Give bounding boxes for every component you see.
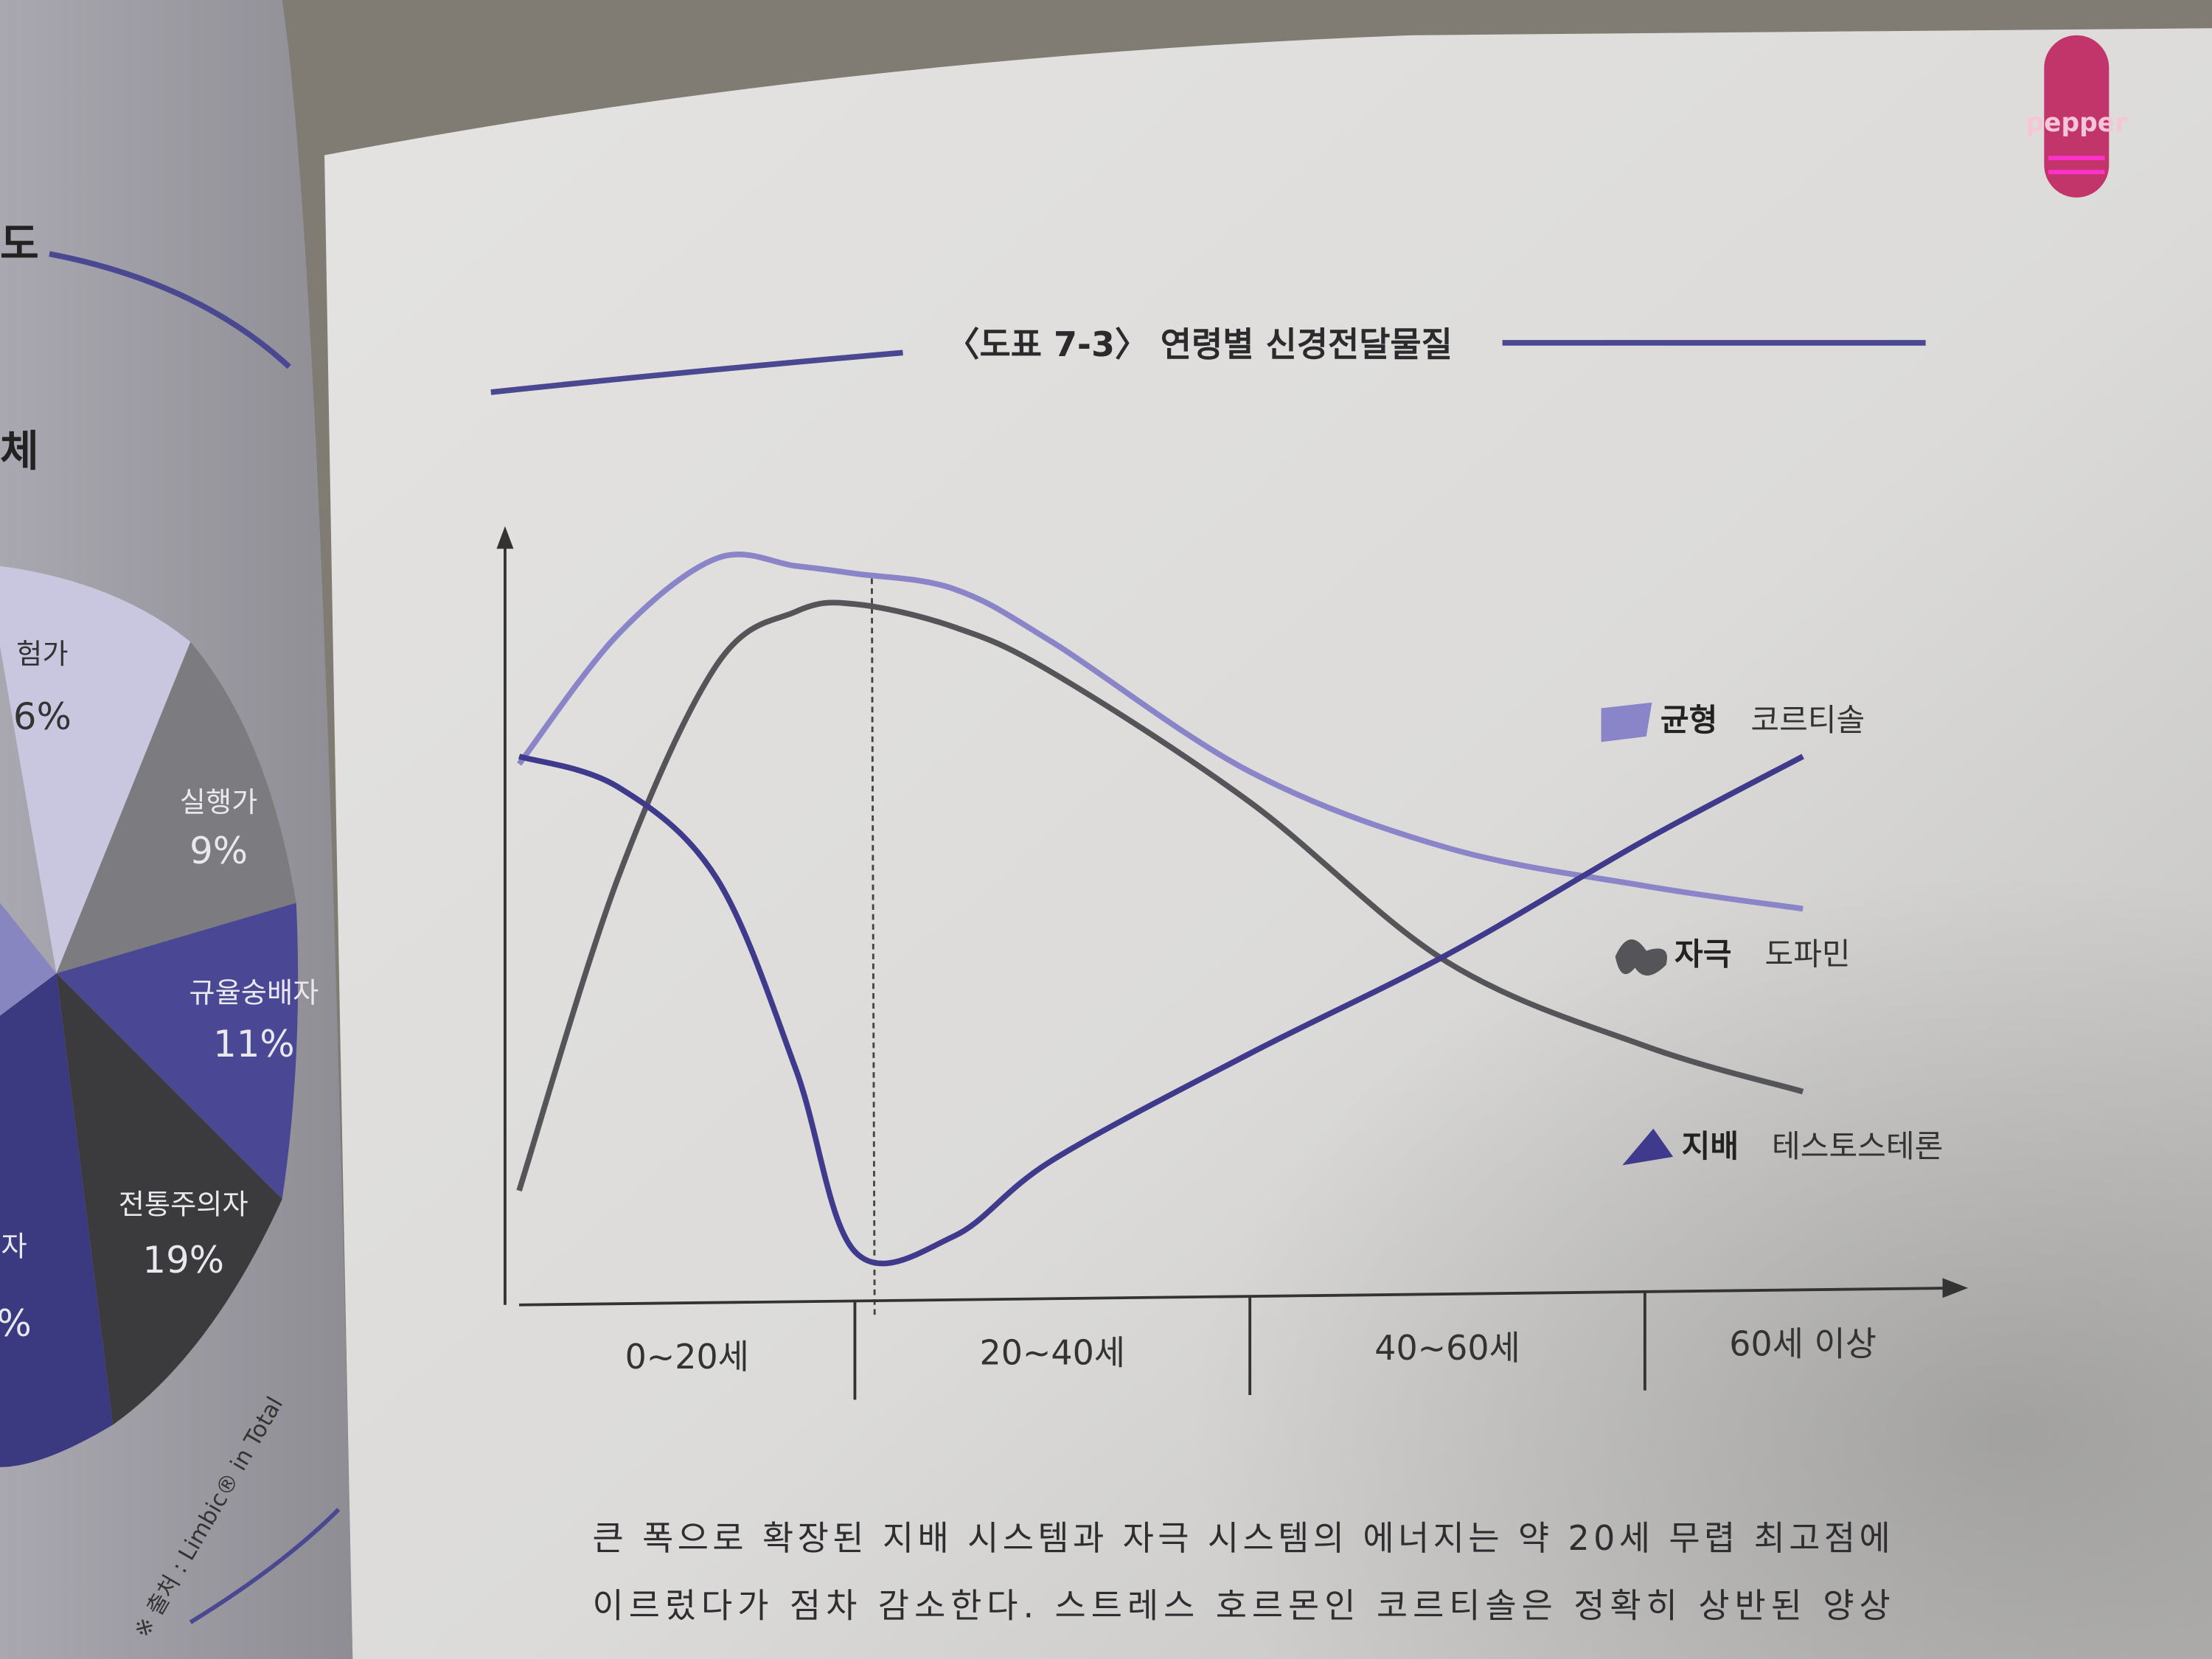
chart-title: 〈도표 7-3〉 연령별 신경전달물질 bbox=[946, 324, 1453, 364]
legend-icon bbox=[1622, 1128, 1674, 1166]
left-rule bbox=[189, 1508, 341, 1624]
pie-wedge bbox=[56, 973, 282, 1425]
pie-value-label: 9% bbox=[189, 830, 248, 872]
legend-system: 자극 bbox=[1674, 936, 1731, 973]
title-rule bbox=[490, 349, 903, 395]
shadow bbox=[846, 733, 2212, 1659]
pie-wedge bbox=[56, 902, 299, 1200]
pie-label: 전통주의자 bbox=[119, 1188, 248, 1221]
series-line bbox=[516, 599, 1804, 1192]
pie-wedge bbox=[0, 902, 57, 1016]
legend-icon bbox=[1615, 939, 1667, 976]
pie-label: 험가 bbox=[16, 638, 68, 671]
legend-label: 도파민 bbox=[1764, 936, 1850, 973]
pie-value-label: % bbox=[0, 1302, 32, 1345]
legend-icon bbox=[1601, 702, 1652, 742]
legend-label: 코르티솔 bbox=[1750, 702, 1865, 738]
watermark: pepper bbox=[2026, 35, 2128, 198]
x-axis-arrow bbox=[1942, 1278, 1969, 1298]
x-category-label: 20~40세 bbox=[980, 1332, 1126, 1372]
watermark-text: pepper bbox=[2026, 108, 2128, 138]
pie-label: 규율숭배자 bbox=[189, 976, 319, 1009]
legend-system: 지배 bbox=[1682, 1128, 1739, 1164]
x-category-label: 0~20세 bbox=[625, 1337, 749, 1377]
series-line bbox=[517, 552, 1804, 912]
legend-system: 균형 bbox=[1660, 702, 1717, 738]
pie-wedge bbox=[0, 566, 191, 974]
pie-wedge bbox=[56, 641, 296, 974]
pie-label: 자 bbox=[1, 1231, 27, 1264]
pie-value-label: 11% bbox=[213, 1023, 295, 1065]
pie-label: 실행가 bbox=[180, 786, 258, 819]
left-rule bbox=[49, 251, 291, 369]
pie-value-label: 19% bbox=[142, 1239, 224, 1281]
pie-fragment bbox=[0, 566, 299, 1467]
x-category-label: 40~60세 bbox=[1374, 1328, 1520, 1368]
heading-fragment: 도 bbox=[0, 219, 39, 268]
x-axis bbox=[519, 1286, 1961, 1307]
peak-marker bbox=[870, 578, 876, 1319]
pie-value-label: 6% bbox=[13, 695, 72, 738]
legend-label: 테스토스테론 bbox=[1772, 1128, 1943, 1164]
y-axis-arrow bbox=[496, 526, 514, 549]
series-line bbox=[518, 754, 1804, 1267]
pie-wedge bbox=[0, 973, 114, 1467]
body-text: 이르렀다가 점차 감소한다. 스트레스 호르몬인 코르티솔은 정확히 상반된 양… bbox=[593, 1586, 1891, 1626]
heading-fragment: 체 bbox=[0, 427, 39, 476]
x-category-label: 60세 이상 bbox=[1729, 1324, 1877, 1363]
